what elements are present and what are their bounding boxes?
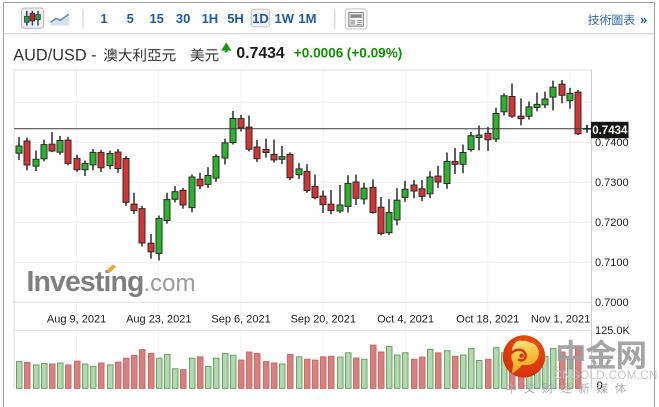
svg-text:Aug 9, 2021: Aug 9, 2021 <box>47 314 106 326</box>
svg-text:0.7434: 0.7434 <box>592 125 628 137</box>
svg-text:5H: 5H <box>227 11 244 26</box>
svg-text:1W: 1W <box>275 11 295 26</box>
svg-text:Nov 1, 2021: Nov 1, 2021 <box>531 314 590 326</box>
svg-text:.com: .com <box>144 270 196 297</box>
svg-text:AUD/USD -: AUD/USD - <box>13 46 96 64</box>
svg-text:0.7100: 0.7100 <box>595 257 629 269</box>
svg-text:0.7000: 0.7000 <box>595 297 629 309</box>
svg-text:1D: 1D <box>252 11 269 26</box>
svg-text:1M: 1M <box>298 11 316 26</box>
svg-text:CNGOLD.COM.CN: CNGOLD.COM.CN <box>554 370 658 382</box>
svg-text:0.7434: 0.7434 <box>236 45 285 62</box>
svg-text:(+0.09%): (+0.09%) <box>347 46 403 61</box>
svg-text:Oct 4, 2021: Oct 4, 2021 <box>377 314 434 326</box>
svg-text:0.7200: 0.7200 <box>595 217 629 229</box>
svg-text:30: 30 <box>176 11 190 26</box>
svg-text:1: 1 <box>100 11 107 26</box>
svg-text:»: » <box>640 12 647 27</box>
svg-text:Investing: Investing <box>27 266 144 298</box>
svg-text:15: 15 <box>149 11 163 26</box>
svg-text:Oct 18, 2021: Oct 18, 2021 <box>456 314 519 326</box>
svg-text:Sep 6, 2021: Sep 6, 2021 <box>211 314 270 326</box>
svg-text:125.0K: 125.0K <box>595 325 631 337</box>
svg-text:+0.0006: +0.0006 <box>294 46 344 61</box>
svg-text:1H: 1H <box>202 11 219 26</box>
svg-text:Sep 20, 2021: Sep 20, 2021 <box>291 314 356 326</box>
svg-text:0.7400: 0.7400 <box>595 137 629 149</box>
svg-text:5: 5 <box>127 11 134 26</box>
svg-text:0.7300: 0.7300 <box>595 177 629 189</box>
svg-text:Aug 23, 2021: Aug 23, 2021 <box>126 314 191 326</box>
